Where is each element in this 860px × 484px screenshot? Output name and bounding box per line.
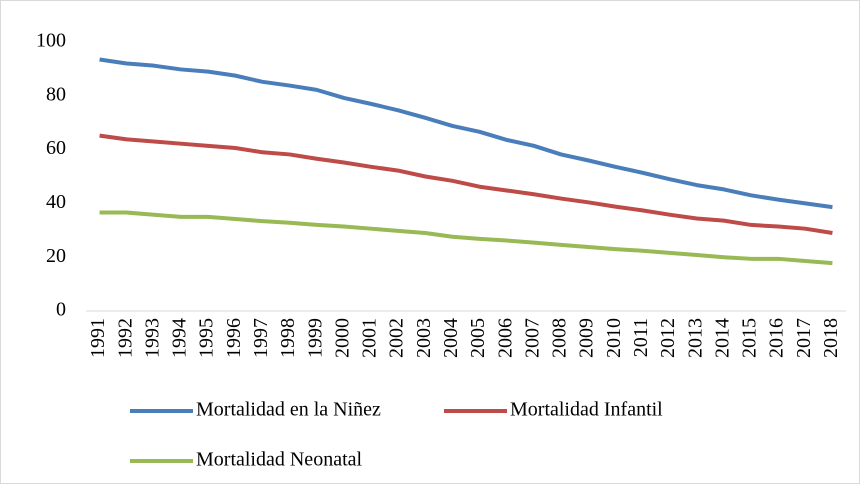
x-tick-label: 2015 <box>739 318 761 358</box>
x-tick-label: 2017 <box>793 318 815 358</box>
x-tick-label: 2008 <box>549 318 571 358</box>
x-tick-label: 2018 <box>820 318 842 358</box>
y-tick-label: 60 <box>46 137 66 159</box>
x-tick-label: 1994 <box>169 318 191 358</box>
x-tick-label: 1998 <box>277 318 299 358</box>
x-tick-label: 2010 <box>603 318 625 358</box>
x-tick-label: 2016 <box>766 318 788 358</box>
x-tick-label: 2005 <box>467 318 489 358</box>
x-tick-label: 2002 <box>386 318 408 358</box>
x-tick-label: 1999 <box>304 318 326 358</box>
x-tick-label: 1992 <box>114 318 136 358</box>
legend-label: Mortalidad Infantil <box>510 399 663 421</box>
data-line <box>99 57 833 210</box>
x-tick-label: 2001 <box>359 318 381 358</box>
x-tick-label: 1997 <box>250 318 272 358</box>
x-tick-label: 1993 <box>141 318 163 358</box>
x-tick-label: 2012 <box>657 318 679 358</box>
y-tick-label: 80 <box>46 83 66 105</box>
x-tick-label: 2003 <box>413 318 435 358</box>
x-tick-label: 2013 <box>684 318 706 358</box>
x-tick-label: 2006 <box>494 318 516 358</box>
legend-label: Mortalidad Neonatal <box>196 449 362 471</box>
x-tick-label: 2011 <box>630 318 652 357</box>
x-tick-label: 1996 <box>223 318 245 358</box>
y-tick-label: 40 <box>46 191 66 213</box>
x-tick-label: 2007 <box>521 318 543 358</box>
y-tick-label: 20 <box>46 245 66 267</box>
y-tick-label: 100 <box>36 30 66 52</box>
x-tick-label: 1991 <box>87 318 109 358</box>
data-line <box>99 133 833 235</box>
y-tick-label: 0 <box>56 299 66 321</box>
x-tick-label: 1995 <box>196 318 218 358</box>
x-tick-label: 2000 <box>331 318 353 358</box>
x-tick-label: 2014 <box>711 318 733 358</box>
x-tick-label: 2009 <box>576 318 598 358</box>
legend-label: Mortalidad en la Niñez <box>196 399 381 421</box>
data-line <box>99 210 833 266</box>
x-tick-label: 2004 <box>440 318 462 358</box>
